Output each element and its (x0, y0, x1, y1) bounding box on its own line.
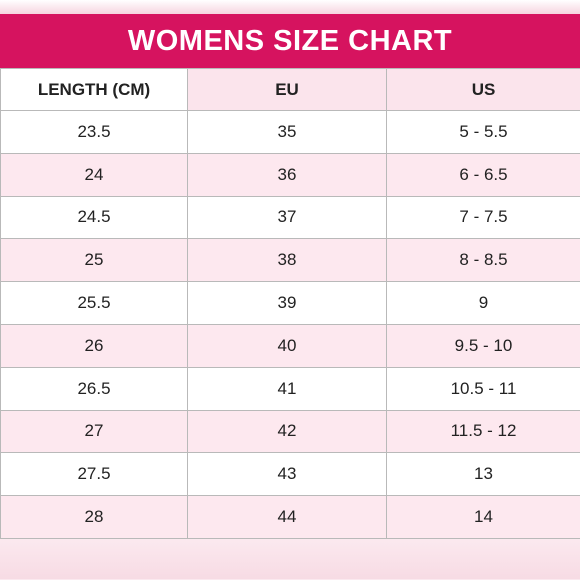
eu-cell: 40 (187, 323, 387, 368)
us-cell: 9 (386, 281, 580, 325)
eu-cell: 41 (187, 366, 387, 411)
us-cell: 13 (386, 452, 580, 497)
column-header-length: LENGTH (CM) (0, 68, 188, 111)
top-fade (0, 0, 580, 14)
eu-cell: 35 (187, 110, 387, 154)
table-row: 28 44 14 (0, 495, 580, 539)
length-cell: 28 (0, 495, 188, 539)
us-cell: 7 - 7.5 (386, 195, 580, 240)
length-cell: 27.5 (0, 452, 188, 497)
size-table: LENGTH (CM) EU US 23.5 35 5 - 5.5 24 36 … (0, 68, 580, 539)
eu-cell: 37 (187, 195, 387, 240)
length-cell: 24 (0, 152, 188, 197)
table-row: 26.5 41 10.5 - 11 (0, 366, 580, 411)
column-header-us: US (386, 68, 580, 111)
us-cell: 9.5 - 10 (386, 323, 580, 368)
table-row: 24 36 6 - 6.5 (0, 152, 580, 197)
length-cell: 26.5 (0, 366, 188, 411)
table-row: 23.5 35 5 - 5.5 (0, 110, 580, 154)
table-row: 26 40 9.5 - 10 (0, 323, 580, 368)
eu-cell: 38 (187, 238, 387, 283)
length-cell: 25.5 (0, 281, 188, 325)
us-cell: 6 - 6.5 (386, 152, 580, 197)
title-bar: WOMENS SIZE CHART (0, 14, 580, 68)
length-cell: 23.5 (0, 110, 188, 154)
us-cell: 8 - 8.5 (386, 238, 580, 283)
eu-cell: 44 (187, 495, 387, 539)
eu-cell: 42 (187, 409, 387, 454)
length-cell: 26 (0, 323, 188, 368)
table-row: 24.5 37 7 - 7.5 (0, 195, 580, 240)
us-cell: 10.5 - 11 (386, 366, 580, 411)
length-cell: 25 (0, 238, 188, 283)
eu-cell: 39 (187, 281, 387, 325)
table-row: 25 38 8 - 8.5 (0, 238, 580, 283)
chart-title: WOMENS SIZE CHART (127, 24, 453, 57)
length-cell: 24.5 (0, 195, 188, 240)
table-row: 27 42 11.5 - 12 (0, 409, 580, 454)
length-cell: 27 (0, 409, 188, 454)
eu-cell: 43 (187, 452, 387, 497)
bottom-background (0, 538, 580, 579)
header-row: LENGTH (CM) EU US (0, 68, 580, 111)
us-cell: 11.5 - 12 (386, 409, 580, 454)
eu-cell: 36 (187, 152, 387, 197)
us-cell: 5 - 5.5 (386, 110, 580, 154)
size-chart: WOMENS SIZE CHART LENGTH (CM) EU US 23.5… (0, 14, 580, 579)
table-row: 27.5 43 13 (0, 452, 580, 497)
column-header-eu: EU (187, 68, 387, 111)
table-row: 25.5 39 9 (0, 281, 580, 325)
us-cell: 14 (386, 495, 580, 539)
